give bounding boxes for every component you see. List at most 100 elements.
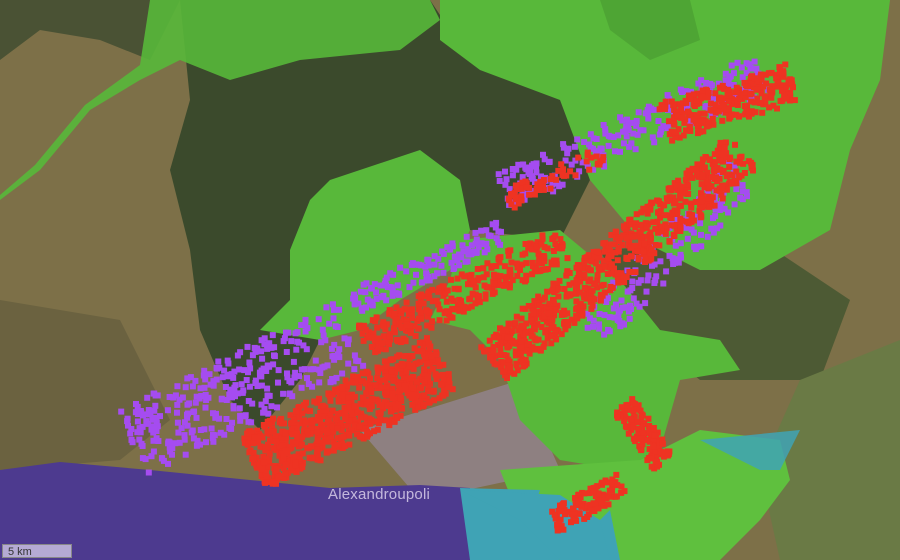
- fire-detection-point: [462, 258, 469, 265]
- fire-detection-point: [378, 384, 385, 391]
- fire-detection-point: [605, 252, 612, 259]
- fire-detection-point: [299, 410, 306, 417]
- fire-detection-point: [368, 344, 375, 350]
- fire-detection-point: [342, 410, 349, 417]
- fire-detection-point: [776, 73, 783, 80]
- fire-detection-point: [299, 464, 306, 470]
- fire-detection-point: [612, 249, 619, 256]
- fire-detection-point: [744, 83, 751, 90]
- fire-detection-point: [523, 347, 530, 354]
- fire-detection-point: [695, 112, 702, 119]
- fire-detection-point: [581, 285, 588, 291]
- fire-detection-point: [677, 224, 684, 231]
- fire-detection-point: [574, 136, 581, 143]
- fire-detection-point: [610, 134, 617, 140]
- fire-detection-point: [184, 422, 191, 429]
- fire-detection-point: [432, 371, 439, 378]
- fire-detection-point: [586, 166, 593, 173]
- fire-detection-point: [152, 402, 159, 409]
- fire-detection-point: [574, 315, 581, 322]
- fire-detection-point: [557, 236, 564, 243]
- fire-detection-point: [662, 212, 669, 219]
- fire-detection-point: [722, 95, 729, 102]
- fire-detection-point: [364, 428, 371, 435]
- fire-detection-point: [472, 229, 479, 236]
- fire-detection-point: [357, 414, 364, 421]
- fire-detection-point: [502, 372, 509, 379]
- fire-detection-point: [472, 284, 479, 291]
- fire-detection-point: [364, 334, 371, 341]
- fire-detection-point: [694, 90, 701, 97]
- fire-detection-point: [639, 441, 646, 448]
- fire-detection-point: [643, 288, 650, 295]
- fire-detection-point: [324, 429, 330, 436]
- fire-detection-point: [407, 380, 414, 387]
- fire-detection-point: [548, 340, 555, 347]
- fire-detection-point: [644, 277, 651, 284]
- fire-detection-point: [674, 112, 681, 119]
- fire-detection-point: [736, 95, 743, 102]
- fire-detection-point: [506, 284, 513, 291]
- fire-detection-point: [779, 87, 785, 94]
- fire-detection-point: [783, 95, 790, 102]
- fire-detection-point: [544, 245, 551, 252]
- fire-detection-point: [265, 441, 271, 448]
- fire-detection-point: [580, 275, 587, 281]
- fire-detection-point: [579, 265, 586, 272]
- fire-detection-point: [608, 261, 615, 268]
- fire-detection-point: [320, 332, 327, 339]
- fire-detection-point: [144, 394, 151, 401]
- fire-detection-point: [512, 320, 519, 327]
- fire-detection-point: [748, 80, 755, 87]
- fire-detection-point: [174, 419, 181, 426]
- fire-detection-point: [561, 506, 568, 513]
- fire-detection-point: [739, 182, 746, 189]
- fire-detection-point: [294, 430, 301, 437]
- fire-detection-point: [241, 439, 248, 446]
- fire-detection-point: [332, 323, 339, 330]
- fire-detection-point: [373, 289, 380, 296]
- fire-detection-point: [742, 89, 749, 96]
- fire-detection-point: [605, 492, 612, 499]
- fire-detection-point: [421, 366, 428, 373]
- fire-detection-point: [399, 325, 406, 331]
- fire-detection-point: [400, 317, 407, 324]
- fire-detection-point: [604, 271, 611, 277]
- fire-detection-point: [411, 323, 418, 330]
- fire-detection-point: [541, 156, 548, 163]
- fire-detection-point: [238, 381, 245, 388]
- fire-detection-point: [560, 141, 567, 148]
- fire-detection-point: [609, 493, 616, 500]
- fire-detection-point: [552, 336, 559, 343]
- fire-detection-point: [684, 181, 691, 188]
- fire-detection-point: [472, 240, 479, 247]
- fire-detection-point: [449, 240, 456, 247]
- fire-detection-point: [372, 349, 379, 356]
- fire-detection-point: [350, 295, 357, 302]
- fire-detection-point: [526, 350, 533, 357]
- fire-detection-point: [540, 177, 547, 183]
- fire-detection-point: [410, 279, 417, 286]
- fire-detection-point: [642, 300, 649, 307]
- fire-detection-point: [511, 199, 518, 206]
- fire-detection-point: [639, 435, 646, 442]
- fire-detection-point: [258, 348, 265, 355]
- fire-detection-point: [563, 291, 570, 298]
- fire-detection-point: [210, 381, 217, 388]
- fire-detection-point: [617, 323, 624, 330]
- fire-detection-point: [549, 287, 556, 294]
- fire-detection-point: [486, 337, 493, 344]
- fire-detection-point: [568, 519, 574, 526]
- fire-detection-point: [258, 373, 265, 380]
- fire-detection-point: [348, 399, 355, 406]
- fire-detection-point: [420, 300, 427, 307]
- fire-detection-point: [601, 257, 607, 264]
- fire-detection-point: [650, 106, 657, 113]
- fire-detection-point: [147, 411, 154, 418]
- fire-detection-point: [426, 277, 433, 284]
- fire-detection-point: [744, 193, 750, 200]
- fire-detection-point: [588, 258, 595, 265]
- fire-detection-point: [716, 144, 723, 151]
- fire-detection-point: [630, 295, 637, 302]
